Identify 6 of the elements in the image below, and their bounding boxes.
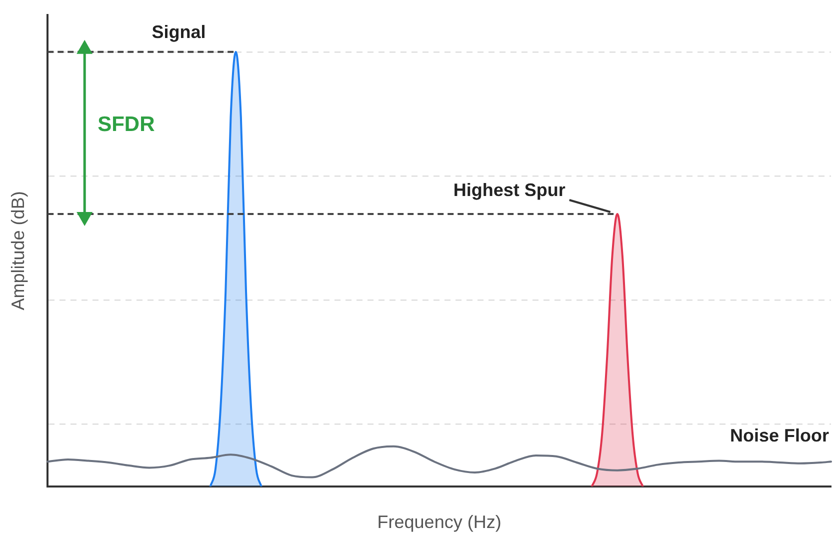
y-axis-title: Amplitude (dB) (8, 191, 28, 310)
series-label: Signal (152, 22, 206, 42)
series-label: Noise Floor (730, 426, 829, 446)
annotation: SFDR (98, 112, 155, 136)
x-axis-title: Frequency (Hz) (377, 512, 502, 532)
text: Highest Spur (453, 180, 566, 200)
